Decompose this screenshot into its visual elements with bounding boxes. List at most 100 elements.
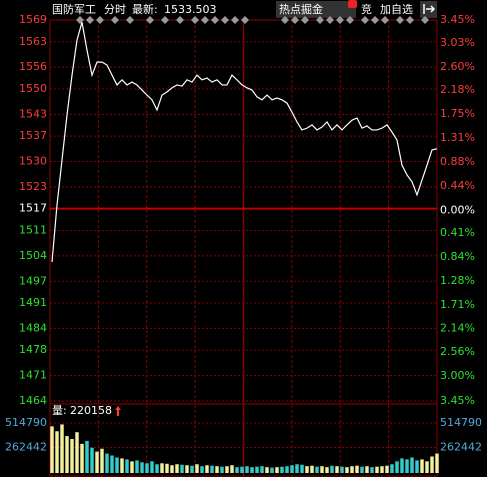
event-marker bbox=[336, 16, 344, 24]
y2-tick-label: 2.56% bbox=[440, 345, 475, 358]
y-tick-label: 1484 bbox=[19, 321, 47, 334]
y-tick-label: 1523 bbox=[19, 180, 47, 193]
volume-tick-label: 262442 bbox=[5, 441, 47, 454]
event-marker bbox=[161, 16, 169, 24]
exit-icon bbox=[423, 4, 436, 14]
volume-bar bbox=[100, 448, 104, 473]
volume-bar bbox=[120, 458, 124, 473]
volume-bar bbox=[150, 461, 154, 473]
volume-bar bbox=[435, 453, 439, 473]
volume-bar bbox=[195, 464, 199, 473]
y-tick-label: 1537 bbox=[19, 129, 47, 142]
y-tick-label: 1504 bbox=[19, 249, 47, 262]
volume-bar bbox=[280, 466, 284, 473]
volume-bar bbox=[220, 466, 224, 473]
volume-bar bbox=[270, 467, 274, 473]
volume-bar bbox=[365, 466, 369, 473]
y-tick-label: 1550 bbox=[19, 82, 47, 95]
volume-bar bbox=[370, 467, 374, 473]
volume-bar bbox=[405, 459, 409, 473]
volume-bar bbox=[410, 457, 414, 473]
volume-bar bbox=[430, 456, 434, 473]
badge bbox=[348, 0, 357, 8]
volume-bar bbox=[175, 464, 179, 473]
volume-bar bbox=[65, 436, 69, 473]
volume-bar bbox=[425, 461, 429, 473]
volume-bar bbox=[240, 466, 244, 473]
event-marker bbox=[381, 16, 389, 24]
y-tick-label: 1517 bbox=[19, 202, 47, 215]
event-marker bbox=[241, 16, 249, 24]
volume-bar bbox=[145, 463, 149, 473]
y2-tick-label: 1.71% bbox=[440, 298, 475, 311]
hot-button[interactable] bbox=[276, 1, 356, 18]
y-tick-label: 1478 bbox=[19, 343, 47, 356]
event-marker bbox=[96, 16, 104, 24]
volume-bar bbox=[395, 461, 399, 473]
add-label[interactable]: 加自选 bbox=[380, 3, 413, 16]
volume-bar bbox=[315, 466, 319, 473]
y2-tick-label: 3.45% bbox=[440, 13, 475, 26]
event-marker bbox=[231, 16, 239, 24]
event-marker bbox=[176, 16, 184, 24]
volume-bar bbox=[170, 465, 174, 473]
volume-bar bbox=[300, 464, 304, 473]
price-line bbox=[51, 22, 438, 263]
volume-bar bbox=[225, 466, 229, 473]
event-marker bbox=[316, 16, 324, 24]
volume-bar bbox=[250, 467, 254, 473]
volume-bar bbox=[265, 467, 269, 473]
y-tick-label: 1497 bbox=[19, 274, 47, 287]
event-marker bbox=[281, 16, 289, 24]
volume-bar bbox=[380, 466, 384, 473]
y-tick-label: 1511 bbox=[19, 223, 47, 236]
volume-tick-label-right: 262442 bbox=[440, 441, 482, 454]
volume-bar bbox=[305, 466, 309, 473]
volume-bar bbox=[115, 457, 119, 473]
y2-tick-label: 2.60% bbox=[440, 60, 475, 73]
y-tick-label: 1491 bbox=[19, 296, 47, 309]
volume-arrow bbox=[115, 406, 121, 416]
volume-bar bbox=[155, 464, 159, 473]
volume-bar bbox=[260, 466, 264, 473]
volume-bar bbox=[125, 459, 129, 473]
y2-tick-label: 1.28% bbox=[440, 274, 475, 287]
volume-bar bbox=[290, 465, 294, 473]
event-marker bbox=[346, 16, 354, 24]
y-tick-label: 1530 bbox=[19, 155, 47, 168]
event-marker bbox=[191, 16, 199, 24]
volume-bar bbox=[60, 424, 64, 473]
volume-tick-label: 514790 bbox=[5, 416, 47, 429]
event-marker bbox=[421, 16, 429, 24]
y-tick-label: 1464 bbox=[19, 394, 47, 407]
volume-bar bbox=[340, 466, 344, 473]
volume-bar bbox=[310, 465, 314, 473]
hot-label[interactable]: 热点掘金 bbox=[279, 2, 323, 16]
y-tick-label: 1471 bbox=[19, 369, 47, 382]
event-marker bbox=[146, 16, 154, 24]
y2-tick-label: 3.45% bbox=[440, 394, 475, 407]
volume-bar bbox=[335, 466, 339, 473]
index-name: 国防军工 bbox=[52, 2, 96, 16]
y2-tick-label: 3.00% bbox=[440, 369, 475, 382]
volume-bar bbox=[95, 451, 99, 473]
volume-bar bbox=[105, 453, 109, 473]
volume-bar bbox=[185, 465, 189, 473]
volume-bar bbox=[215, 466, 219, 473]
event-marker bbox=[291, 16, 299, 24]
bid-label[interactable]: 竞 bbox=[361, 2, 372, 16]
volume-bar bbox=[420, 459, 424, 473]
volume-bar bbox=[85, 440, 89, 473]
volume-bar bbox=[385, 465, 389, 473]
volume-bar bbox=[80, 443, 84, 473]
volume-bar bbox=[210, 465, 214, 473]
volume-bar bbox=[360, 466, 364, 473]
event-marker bbox=[406, 16, 414, 24]
latest-label: 最新: bbox=[132, 2, 158, 16]
volume-bar bbox=[255, 466, 259, 473]
event-marker bbox=[111, 16, 119, 24]
volume-bar bbox=[285, 466, 289, 473]
volume-bar bbox=[375, 466, 379, 473]
volume-bar bbox=[355, 465, 359, 473]
y-tick-label: 1569 bbox=[19, 13, 47, 26]
